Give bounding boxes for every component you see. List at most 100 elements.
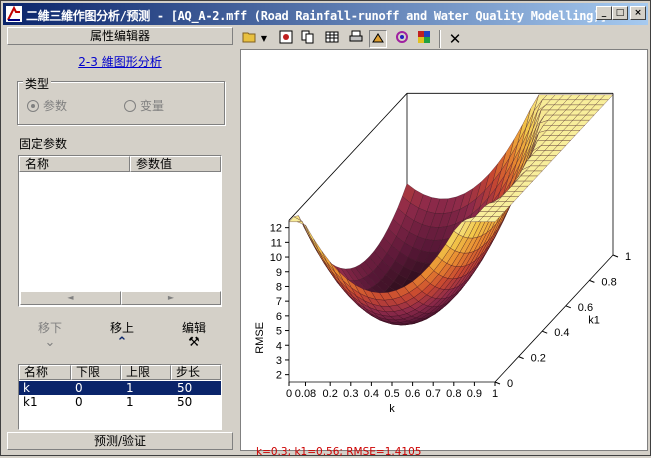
dropdown-arrow-icon[interactable]: ▼: [260, 34, 268, 43]
row-step: 50: [177, 381, 193, 395]
rotate-3d-icon[interactable]: [369, 30, 387, 48]
toolbar-separator: [439, 30, 441, 48]
x-tick-label: 0.4: [364, 388, 379, 400]
move-up-label: 移上: [109, 321, 134, 335]
col-header-step[interactable]: 步长: [171, 365, 221, 380]
copy-icon[interactable]: [299, 30, 317, 48]
scroll-right-button[interactable]: ►: [121, 291, 221, 305]
z-tick-label: 9: [276, 267, 282, 279]
row-upper: 1: [126, 395, 134, 409]
chevron-down-icon: ⌄: [44, 335, 56, 350]
row-lower: 0: [75, 381, 83, 395]
radio-parameter[interactable]: 参数: [27, 97, 67, 114]
y-axis-label: k1: [588, 315, 600, 327]
y-tick-label: 0.2: [531, 353, 546, 365]
plot-toolbar: ▼ ✕: [239, 27, 648, 49]
x-axis-label: k: [389, 403, 395, 415]
scroll-left-button[interactable]: ◄: [20, 291, 121, 305]
col-header-value[interactable]: 参数值: [130, 156, 221, 172]
x-tick-label: 0: [286, 388, 292, 400]
maximize-button[interactable]: □: [612, 6, 628, 20]
surface-cell: [486, 216, 501, 222]
predict-validate-tab[interactable]: 预测/验证: [7, 432, 233, 450]
y-tick-mark: [542, 330, 548, 334]
move-up-button[interactable]: 移上 ⌃: [97, 319, 147, 350]
z-tick-label: 8: [276, 281, 282, 293]
y-tick-mark: [589, 279, 595, 283]
z-tick-label: 3: [276, 355, 282, 367]
row-name: k: [23, 381, 30, 395]
z-tick-label: 5: [276, 326, 282, 338]
minimize-button[interactable]: _: [596, 6, 612, 20]
z-axis-label: RMSE: [254, 322, 266, 354]
edit-label: 编辑: [181, 321, 206, 335]
app-logo-icon: [6, 6, 22, 22]
z-tick-label: 10: [270, 252, 282, 264]
close-button[interactable]: ×: [630, 6, 646, 20]
print-icon[interactable]: [347, 30, 365, 48]
y-tick-label: 0.4: [554, 327, 569, 339]
row-upper: 1: [126, 381, 134, 395]
table-icon[interactable]: [323, 30, 341, 48]
open-icon[interactable]: [241, 30, 259, 48]
x-tick-label: 0.5: [384, 388, 399, 400]
box-edge: [494, 254, 614, 383]
z-tick-label: 2: [276, 370, 282, 382]
x-tick-label: 0.3: [343, 388, 358, 400]
y-tick-mark: [518, 356, 524, 360]
fixed-params-label: 固定参数: [19, 137, 68, 151]
y-tick-label: 0.6: [578, 302, 593, 314]
col-header-name[interactable]: 名称: [19, 365, 71, 380]
x-tick-label: 0.08: [295, 388, 316, 400]
type-group-label: 类型: [23, 75, 52, 92]
x-tick-label: 1: [492, 388, 498, 400]
close-x-icon[interactable]: ✕: [448, 30, 462, 48]
col-header-name[interactable]: 名称: [19, 156, 130, 172]
move-down-button[interactable]: 移下 ⌄: [25, 319, 75, 350]
colormap-icon[interactable]: [415, 30, 433, 48]
radio-variable-label: 变量: [140, 99, 165, 113]
y-tick-mark: [565, 305, 571, 309]
surface-cell: [305, 225, 319, 250]
col-header-lower[interactable]: 下限: [71, 365, 121, 380]
surface-cell: [318, 249, 332, 272]
radio-variable[interactable]: 变量: [124, 97, 164, 114]
property-editor-panel: 属性编辑器 2-3 維图形分析 类型 参数 变量 固定参数 名称 参数值 ◄ ►…: [7, 27, 233, 451]
row-lower: 0: [75, 395, 83, 409]
radio-parameter-label: 参数: [43, 99, 68, 113]
horizontal-scrollbar[interactable]: ◄ ►: [20, 291, 221, 305]
title-bar[interactable]: 二維三維作图分析/预测 - [AQ_A-2.mff (Road Rainfall…: [3, 3, 648, 25]
fixed-params-list[interactable]: 名称 参数值 ◄ ►: [18, 155, 222, 307]
row-name: k1: [23, 395, 38, 409]
y-tick-label: 0: [507, 378, 513, 390]
z-tick-label: 7: [276, 296, 282, 308]
parameter-range-table[interactable]: 名称 下限 上限 步长 k 0 1 50 k1 0 1 50: [18, 364, 222, 430]
table-row[interactable]: k1 0 1 50: [19, 395, 221, 409]
z-tick-label: 12: [270, 223, 282, 235]
table-row[interactable]: k 0 1 50: [19, 381, 221, 395]
contour-icon[interactable]: [393, 30, 411, 48]
x-tick-label: 0.7: [426, 388, 441, 400]
radio-selected-icon: [27, 99, 39, 112]
status-readout: k=0.3; k1=0.56; RMSE=1.4105: [256, 446, 422, 458]
radio-unselected-icon: [124, 99, 136, 112]
col-header-upper[interactable]: 上限: [121, 365, 171, 380]
chevron-up-icon: ⌃: [116, 335, 128, 350]
y-tick-label: 1: [625, 251, 631, 263]
z-tick-label: 11: [271, 237, 282, 249]
property-editor-header[interactable]: 属性编辑器: [7, 27, 233, 45]
wrench-icon: ⚒: [188, 335, 200, 350]
surface-cell: [313, 238, 327, 262]
z-tick-label: 4: [276, 340, 282, 352]
move-down-label: 移下: [37, 321, 62, 335]
window-title: 二維三維作图分析/预测 - [AQ_A-2.mff (Road Rainfall…: [26, 9, 607, 23]
plot-area[interactable]: 2 3 4 5 6 7 8 9 10 11 12 0 0.08 0.2 0.3 0.4 0.5 0.6 0.7 0.8…: [240, 49, 648, 458]
x-tick-label: 0.6: [405, 388, 420, 400]
edit-button[interactable]: 编辑 ⚒: [169, 319, 219, 350]
analysis-link[interactable]: 2-3 維图形分析: [78, 55, 162, 69]
box-edge: [288, 93, 408, 221]
x-tick-label: 0.8: [446, 388, 461, 400]
image-icon[interactable]: [277, 30, 295, 48]
